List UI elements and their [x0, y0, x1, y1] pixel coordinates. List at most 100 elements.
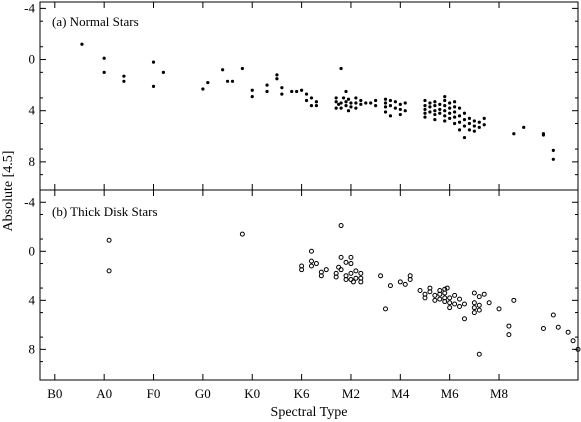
data-point — [398, 102, 402, 106]
data-point — [314, 103, 319, 108]
data-point — [353, 275, 359, 281]
data-point — [358, 270, 364, 276]
data-point — [304, 98, 309, 103]
panel-a-points — [80, 42, 555, 161]
y-tick-label: -4 — [24, 194, 35, 209]
data-point — [299, 88, 304, 92]
data-point — [433, 118, 437, 122]
data-point — [453, 115, 457, 119]
data-point — [506, 323, 512, 329]
data-point — [443, 114, 447, 118]
data-point — [476, 351, 482, 357]
data-point — [313, 261, 319, 267]
data-point — [122, 74, 126, 78]
x-tick-label: F0 — [147, 386, 161, 401]
y-tick-label: 8 — [29, 341, 36, 356]
data-point — [106, 268, 112, 274]
data-point — [442, 299, 448, 305]
data-point — [432, 292, 438, 298]
data-point — [427, 289, 433, 295]
data-point — [457, 303, 463, 309]
data-point — [477, 120, 481, 124]
data-point — [309, 96, 314, 100]
data-point — [290, 89, 294, 94]
data-point — [388, 103, 393, 108]
data-point — [339, 101, 343, 105]
data-point — [339, 66, 343, 71]
data-point — [443, 103, 447, 108]
data-point — [403, 101, 407, 105]
data-point — [453, 121, 457, 126]
panel-a-frame — [39, 1, 579, 191]
data-point — [383, 101, 388, 105]
data-point — [565, 329, 571, 335]
data-point — [422, 295, 428, 301]
data-point — [314, 100, 319, 104]
data-point — [388, 98, 393, 103]
data-point — [447, 295, 453, 301]
data-point — [482, 116, 486, 120]
data-point — [471, 300, 477, 306]
data-point — [338, 223, 344, 229]
data-point — [461, 301, 467, 307]
data-point — [102, 56, 106, 60]
data-point — [407, 276, 413, 282]
data-point — [467, 116, 472, 120]
data-point — [364, 101, 368, 105]
data-point — [443, 109, 447, 113]
data-point — [350, 279, 356, 285]
data-point — [383, 306, 389, 312]
x-tick-label: K0 — [244, 386, 260, 401]
data-point — [433, 100, 437, 104]
data-point — [522, 125, 526, 129]
data-point — [467, 121, 472, 126]
data-point — [374, 103, 378, 108]
data-point — [349, 105, 353, 109]
data-point — [348, 270, 354, 276]
data-point — [265, 89, 269, 94]
data-point — [453, 100, 457, 104]
x-tick-label: K6 — [294, 386, 310, 401]
data-point — [339, 106, 343, 110]
data-point — [457, 114, 462, 118]
data-point — [240, 66, 244, 71]
data-point — [374, 98, 378, 103]
data-point — [318, 273, 324, 279]
data-point — [471, 290, 477, 296]
data-point — [438, 111, 442, 115]
data-point — [383, 97, 388, 101]
data-point — [448, 106, 452, 110]
panel-a-y-ticks: -4 0 4 8 — [24, 0, 578, 190]
data-point — [471, 310, 477, 316]
data-point — [308, 258, 314, 264]
x-axis-label: Spectral Type — [271, 405, 348, 420]
data-point — [230, 79, 235, 83]
data-point — [423, 103, 427, 108]
data-point — [348, 276, 354, 282]
data-point — [541, 133, 546, 137]
data-point — [462, 124, 467, 128]
panel-b-label: (b) Thick Disk Stars — [52, 204, 158, 219]
data-point — [433, 109, 437, 113]
data-point — [555, 324, 561, 330]
data-point — [387, 283, 393, 289]
data-point — [346, 97, 351, 101]
data-point — [333, 274, 339, 280]
data-point — [265, 83, 269, 87]
data-point — [511, 297, 517, 303]
data-point — [122, 79, 126, 83]
data-point — [346, 109, 351, 113]
data-point — [338, 267, 344, 273]
x-tick-label: M8 — [490, 386, 508, 401]
data-point — [344, 100, 348, 104]
data-point — [462, 111, 467, 115]
data-point — [359, 102, 363, 106]
data-point — [161, 70, 165, 74]
data-point — [442, 290, 448, 296]
data-point — [402, 281, 408, 287]
data-point — [388, 114, 393, 118]
y-tick-label: 0 — [29, 243, 36, 258]
data-point — [550, 312, 556, 318]
data-point — [496, 306, 502, 312]
data-point — [334, 96, 338, 100]
